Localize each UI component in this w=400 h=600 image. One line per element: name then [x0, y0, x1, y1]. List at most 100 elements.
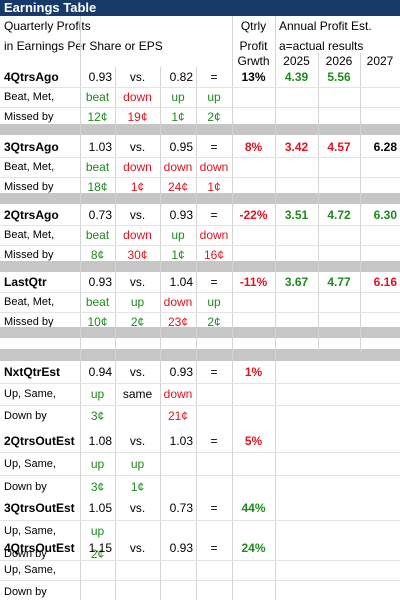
actual-eps: 0.73: [88, 208, 112, 222]
compare-eps: 0.73: [169, 501, 193, 515]
qtrly-header-3: Grwth: [237, 54, 270, 68]
result-word: down: [123, 90, 152, 104]
compare-eps: 0.95: [169, 140, 193, 154]
direction-mid: same: [122, 387, 153, 401]
equals-sign: =: [210, 541, 218, 555]
result-amount: 1¢: [171, 248, 185, 262]
row-separator: [0, 193, 400, 204]
growth-percent: 24%: [241, 541, 266, 555]
grid-line: [160, 67, 161, 600]
actual-eps: 0.93: [88, 275, 112, 289]
estimate-eps: 1.15: [88, 541, 112, 555]
result-word: beat: [85, 295, 110, 309]
direction-amount: [160, 581, 196, 600]
direction-word: [160, 453, 196, 476]
direction-mid: [115, 559, 160, 581]
compare-eps: 0.93: [169, 365, 193, 379]
grid-line: [80, 16, 81, 600]
direction-word: [160, 559, 196, 581]
result-amount: 1¢: [171, 110, 185, 124]
row-separator: [0, 327, 400, 338]
row-sublabel: Missed by: [4, 181, 54, 193]
row-sublabel: Up, Same,: [4, 525, 56, 537]
result-word: down: [163, 160, 193, 174]
growth-percent: 8%: [244, 140, 263, 154]
result-amount: 1¢: [207, 180, 221, 194]
result-amount: 10¢: [87, 315, 108, 329]
estimate-eps: 1.05: [88, 501, 112, 515]
vs-label: vs.: [129, 208, 146, 222]
row-sublabel: Down by: [4, 481, 47, 493]
direction-word: [80, 559, 115, 581]
vs-label: vs.: [129, 275, 146, 289]
direction-amount: 2¢: [90, 547, 105, 561]
result-word: up: [207, 90, 221, 104]
direction-word: up: [90, 387, 105, 401]
grid-line: [0, 177, 400, 178]
grid-line: [196, 67, 197, 600]
growth-percent: -11%: [239, 275, 268, 289]
grid-line: [0, 580, 400, 581]
estimate-label: 2QtrsOutEst: [4, 434, 75, 448]
year-header: 2026: [325, 54, 353, 68]
growth-percent: -22%: [239, 208, 268, 222]
year-header: 2025: [283, 54, 310, 68]
row-sublabel: Up, Same,: [4, 388, 56, 400]
result-amount: 2¢: [130, 315, 145, 329]
result-word: down: [123, 228, 152, 242]
equals-sign: =: [210, 140, 218, 154]
row-sublabel: Up, Same,: [4, 458, 56, 470]
result-word: beat: [85, 90, 110, 104]
annual-estimate: 6.16: [373, 275, 397, 289]
annual-estimate: 3.42: [284, 140, 309, 154]
growth-percent: 5%: [244, 434, 263, 448]
actual-eps: 1.03: [88, 140, 112, 154]
header-line-2: in Earnings Per Share or EPS: [4, 39, 163, 53]
row-separator: [0, 124, 400, 135]
direction-amount: 3¢: [90, 480, 105, 494]
row-sublabel: Beat, Met,: [4, 91, 55, 103]
grid-line: [0, 87, 400, 88]
grid-line: [0, 560, 400, 561]
vs-label: vs.: [129, 70, 146, 84]
vs-label: vs.: [129, 365, 146, 379]
result-amount: 24¢: [167, 180, 189, 194]
growth-percent: 13%: [241, 70, 266, 84]
direction-mid: up: [130, 457, 145, 471]
annual-estimate: 6.30: [373, 208, 397, 222]
row-sublabel: Down by: [4, 586, 47, 598]
direction-amount: 1¢: [130, 480, 145, 494]
result-word: down: [163, 295, 193, 309]
compare-eps: 1.03: [169, 434, 193, 448]
row-label: 4QtrsAgo: [4, 70, 59, 84]
row-sublabel: Beat, Met,: [4, 296, 55, 308]
annual-estimate: 3.51: [284, 208, 309, 222]
vs-label: vs.: [129, 140, 146, 154]
compare-eps: 0.82: [169, 70, 193, 84]
result-word: up: [171, 90, 185, 104]
result-word: beat: [85, 228, 110, 242]
annual-estimate: 4.77: [327, 275, 351, 289]
row-separator: [0, 261, 400, 272]
result-amount: 30¢: [127, 248, 148, 262]
estimate-label: 4QtrsOutEst: [4, 541, 75, 555]
vs-label: vs.: [129, 501, 146, 515]
growth-percent: 1%: [244, 365, 263, 379]
grid-line: [0, 157, 400, 158]
table-title: Earnings Table: [0, 0, 400, 16]
annual-estimate: 3.67: [284, 275, 309, 289]
grid-line: [0, 452, 400, 453]
grid-line: [0, 312, 400, 313]
grid-line: [318, 53, 319, 353]
estimate-label: NxtQtrEst: [4, 365, 61, 379]
vs-label: vs.: [129, 541, 146, 555]
direction-word: up: [90, 524, 105, 538]
row-sublabel: Beat, Met,: [4, 161, 55, 173]
row-label: 2QtrsAgo: [4, 208, 59, 222]
direction-amount: 21¢: [167, 409, 189, 423]
estimate-eps: 0.94: [88, 365, 112, 379]
result-amount: 2¢: [207, 110, 221, 124]
grid-line: [275, 16, 276, 600]
result-word: down: [199, 228, 229, 242]
